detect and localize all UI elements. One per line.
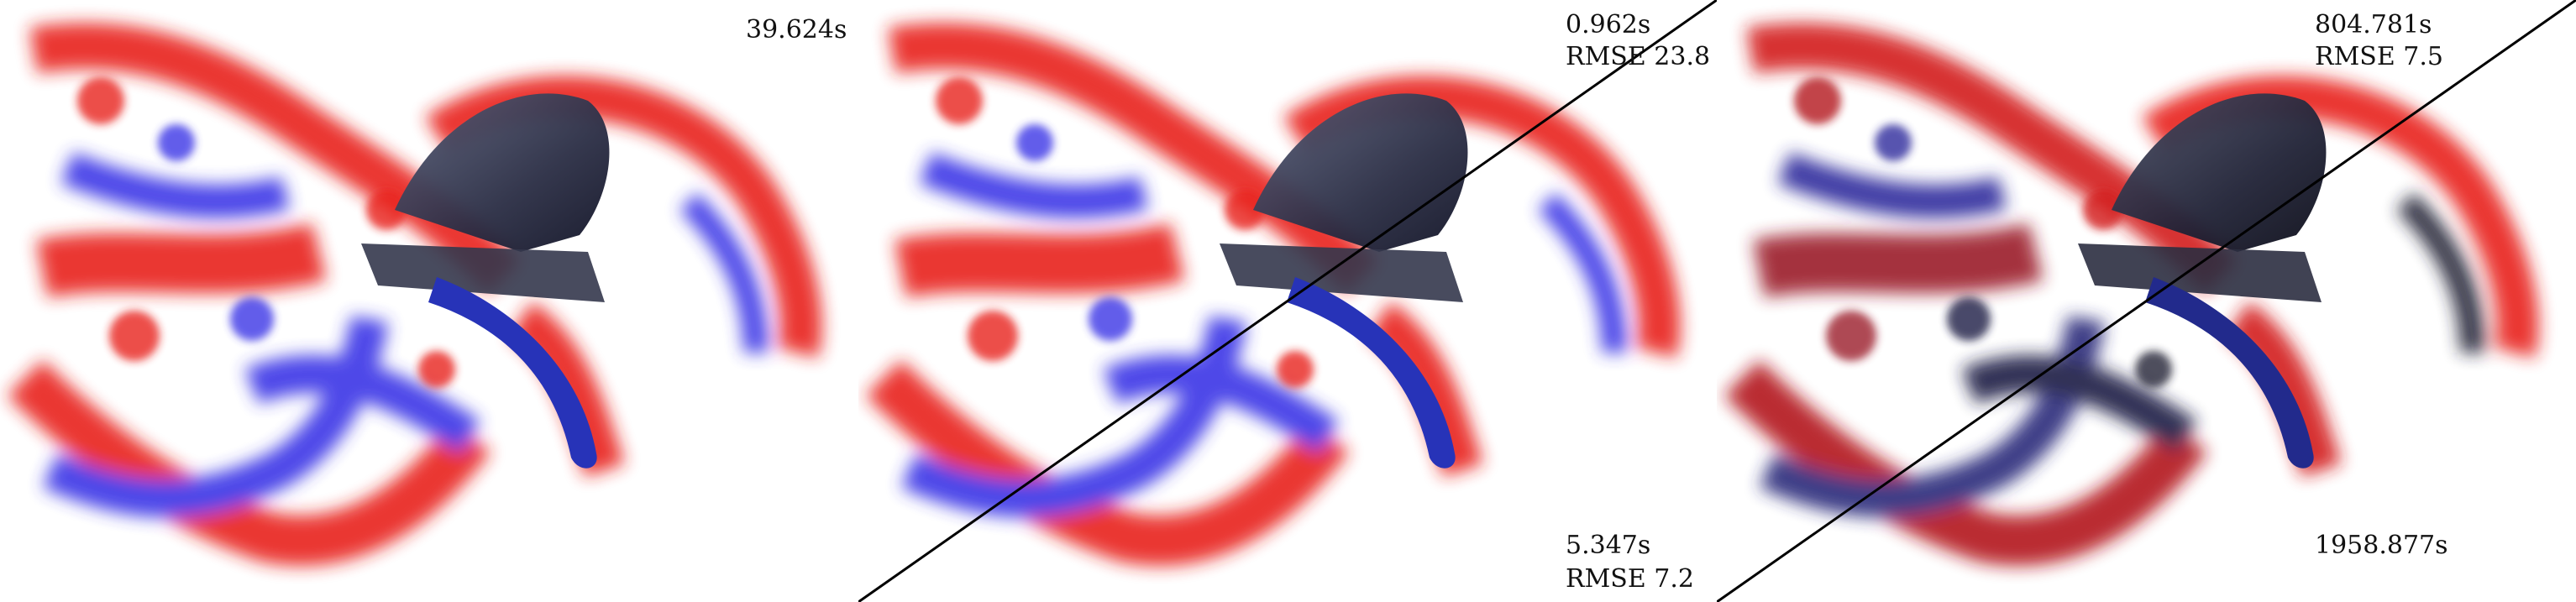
render-panel-comparison-2: 804.781s RMSE 7.5 1958.877s: [1717, 0, 2576, 602]
comparison-split-line: [858, 0, 1717, 602]
render-time-label: 804.781s: [2315, 10, 2432, 39]
comparison-split-line: [1717, 0, 2576, 602]
render-panel-reference: 39.624s: [0, 0, 858, 602]
volume-render-image: [1717, 0, 2576, 602]
rmse-label: RMSE 23.8: [1566, 42, 1711, 71]
rmse-label: RMSE 7.5: [2315, 42, 2444, 71]
render-time-label: 5.347s: [1566, 531, 1651, 560]
volume-render-image: [858, 0, 1717, 602]
render-time-label: 0.962s: [1566, 10, 1651, 39]
render-time-label: 1958.877s: [2315, 531, 2448, 560]
propeller-shape: [361, 93, 610, 469]
rmse-label: RMSE 7.2: [1566, 564, 1695, 594]
render-panel-comparison-1: 0.962s RMSE 23.8 5.347s RMSE 7.2: [858, 0, 1717, 602]
volume-render-image: [7, 23, 822, 566]
render-time-label: 39.624s: [746, 15, 847, 44]
